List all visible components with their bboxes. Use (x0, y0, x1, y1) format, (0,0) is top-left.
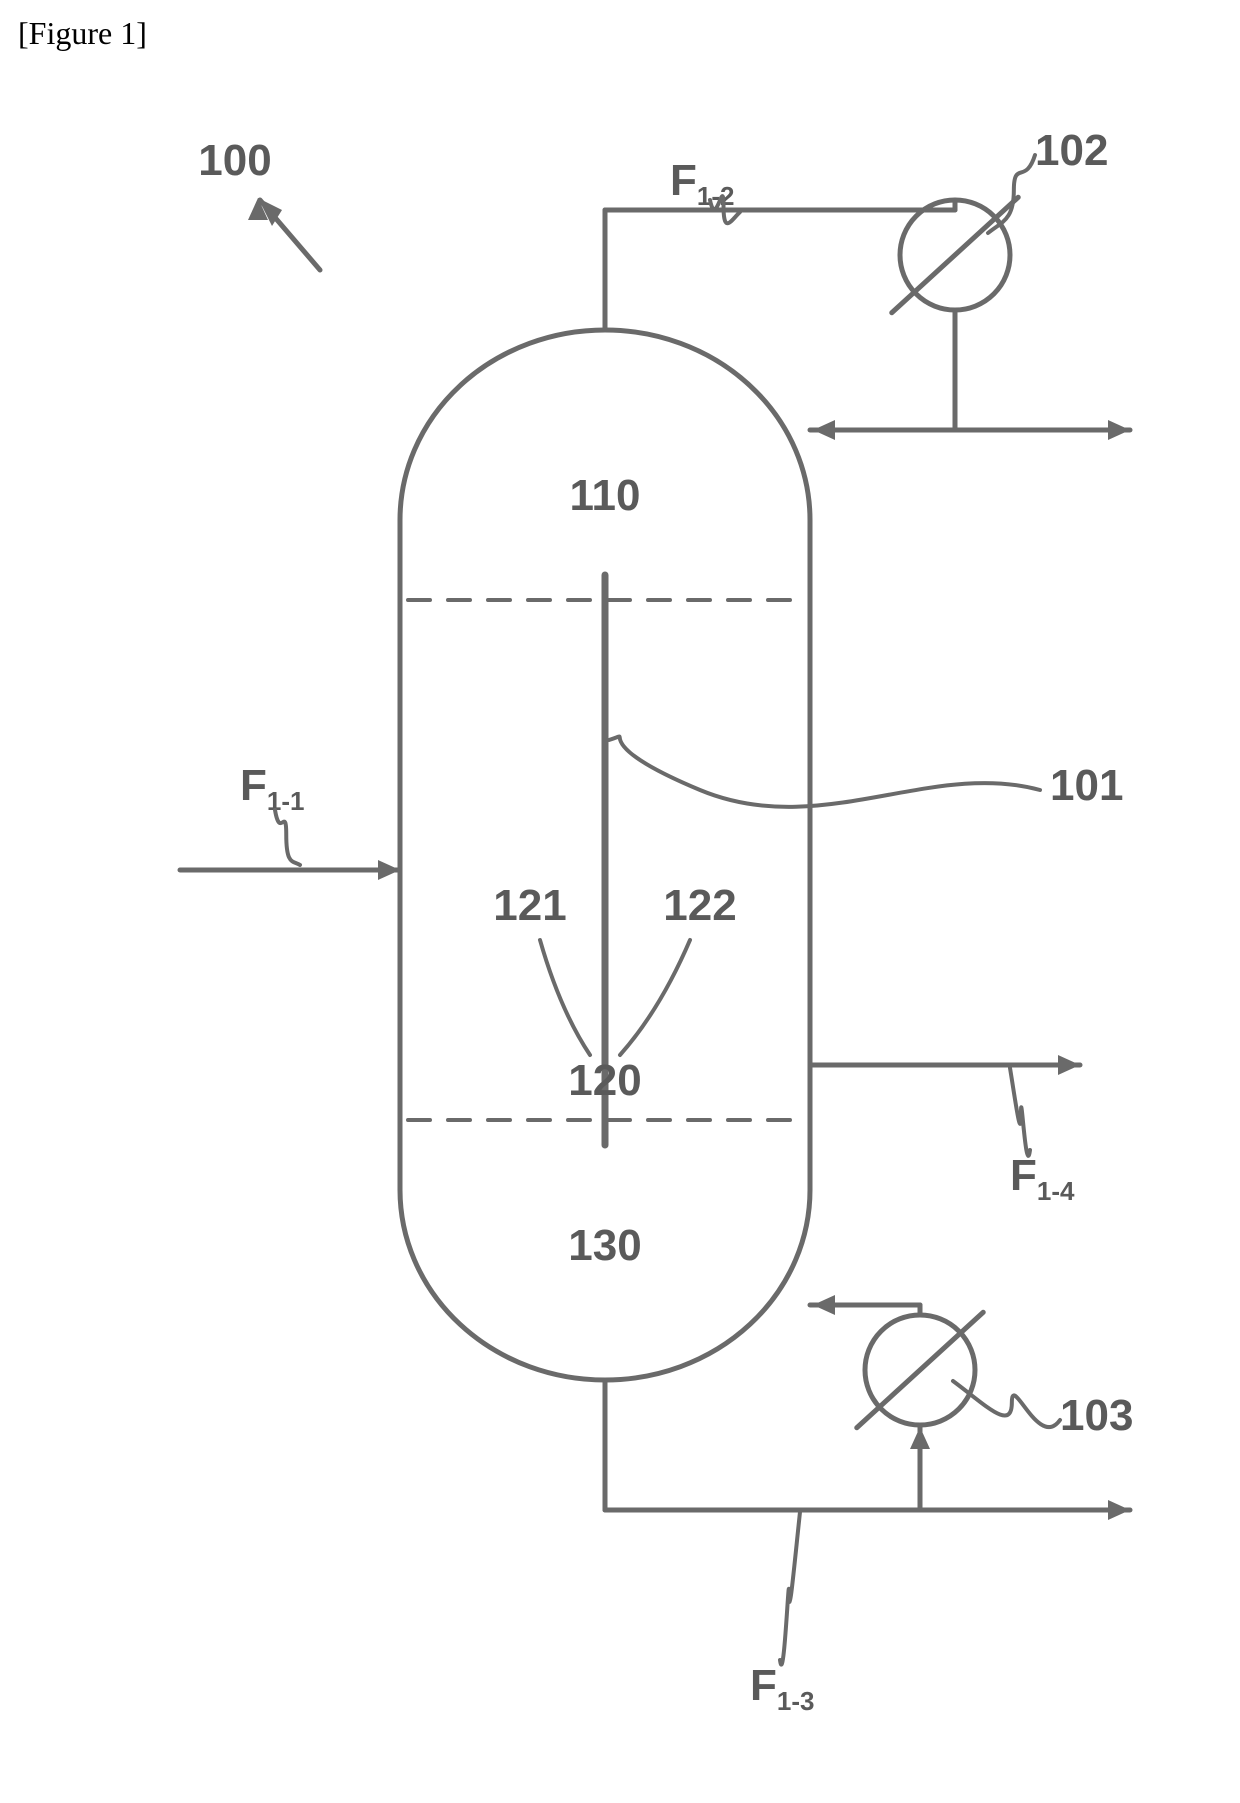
label-ref_100: 100 (198, 136, 271, 185)
label-ref_103: 103 (1060, 1391, 1133, 1440)
flow-label-F11: F1-1 (240, 761, 304, 816)
process-diagram: 100102103110130121122120101F1-1F1-2F1-3F… (0, 0, 1240, 1803)
label-ref_101: 101 (1050, 761, 1123, 810)
label-ref_122: 122 (663, 881, 736, 930)
label-ref_120: 120 (568, 1056, 641, 1105)
flow-label-F13: F1-3 (750, 1661, 814, 1716)
label-ref_121: 121 (493, 881, 566, 930)
label-ref_102: 102 (1035, 126, 1108, 175)
label-ref_110: 110 (570, 471, 641, 520)
label-ref_130: 130 (568, 1221, 641, 1270)
flow-label-F14: F1-4 (1010, 1151, 1075, 1206)
